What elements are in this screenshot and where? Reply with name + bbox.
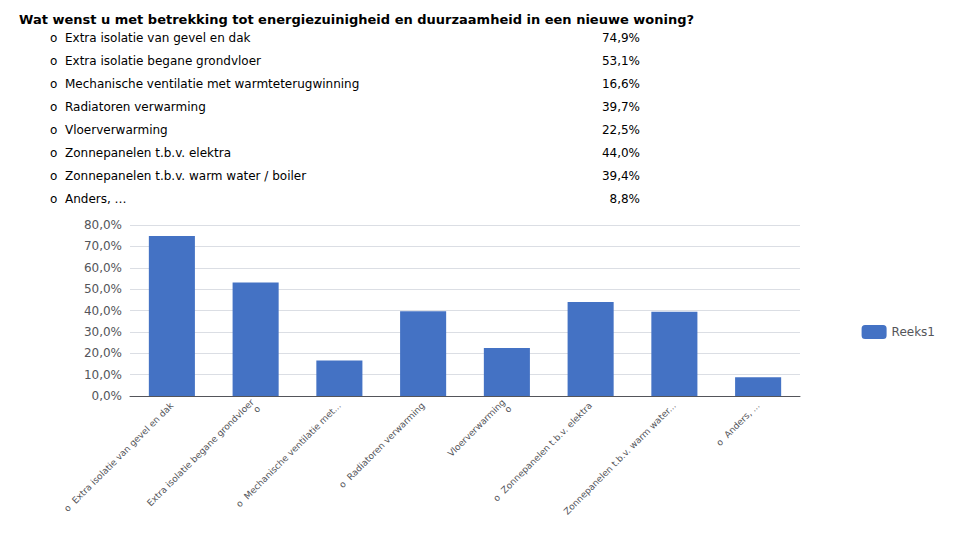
svg-text:o: o <box>503 404 514 415</box>
svg-text:10,0%: 10,0% <box>84 368 122 382</box>
svg-text:o Zonnepanelen t.b.v. elektra: o Zonnepanelen t.b.v. elektra <box>50 146 231 160</box>
svg-text:20,0%: 20,0% <box>84 346 122 360</box>
svg-text:o Anders, …: o Anders, … <box>50 192 127 206</box>
svg-text:o Mechanische ventilatie met.: o Mechanische ventilatie met... <box>234 400 343 509</box>
svg-text:o Zonnepanelen t.b.v. elektra: o Zonnepanelen t.b.v. elektra <box>491 400 594 503</box>
svg-text:Wat wenst u met betrekking tot: Wat wenst u met betrekking tot energiezu… <box>19 12 694 27</box>
svg-text:o Extra isolatie van gevel en: o Extra isolatie van gevel en dak <box>50 31 251 45</box>
svg-text:30,0%: 30,0% <box>84 325 122 339</box>
svg-text:o Extra isolatie begane grond: o Extra isolatie begane grondvloer <box>50 54 261 68</box>
svg-text:o Mechanische ventilatie met: o Mechanische ventilatie met warmteterug… <box>50 77 359 91</box>
svg-text:22,5%: 22,5% <box>602 123 640 137</box>
svg-text:39,4%: 39,4% <box>602 169 640 183</box>
svg-text:o Vloerverwarming: o Vloerverwarming <box>50 123 168 137</box>
svg-text:0,0%: 0,0% <box>92 389 123 403</box>
svg-text:50,0%: 50,0% <box>84 282 122 296</box>
svg-text:o Anders, ...: o Anders, ... <box>714 400 761 447</box>
svg-text:Vloerverwarming: Vloerverwarming <box>446 397 507 458</box>
svg-text:Reeks1: Reeks1 <box>892 325 935 339</box>
svg-text:o Radiatoren verwarming: o Radiatoren verwarming <box>337 400 427 490</box>
svg-text:o Extra isolatie van gevel en: o Extra isolatie van gevel en dak <box>62 400 176 514</box>
svg-text:16,6%: 16,6% <box>602 77 640 91</box>
svg-text:39,7%: 39,7% <box>602 100 640 114</box>
svg-text:60,0%: 60,0% <box>84 261 122 275</box>
svg-text:44,0%: 44,0% <box>602 146 640 160</box>
svg-text:70,0%: 70,0% <box>84 239 122 253</box>
svg-text:8,8%: 8,8% <box>610 192 641 206</box>
svg-text:40,0%: 40,0% <box>84 304 122 318</box>
svg-text:Zonnepanelen t.b.v. warm water: Zonnepanelen t.b.v. warm water... <box>562 400 678 516</box>
svg-text:53,1%: 53,1% <box>602 54 640 68</box>
svg-text:Extra isolatie begane grondvlo: Extra isolatie begane grondvloer <box>145 397 256 508</box>
svg-text:80,0%: 80,0% <box>84 218 122 232</box>
svg-text:o: o <box>251 404 262 415</box>
svg-text:o Radiatoren verwarming: o Radiatoren verwarming <box>50 100 206 114</box>
svg-text:74,9%: 74,9% <box>602 31 640 45</box>
svg-text:o Zonnepanelen t.b.v. warm wa: o Zonnepanelen t.b.v. warm water / boile… <box>50 169 306 183</box>
